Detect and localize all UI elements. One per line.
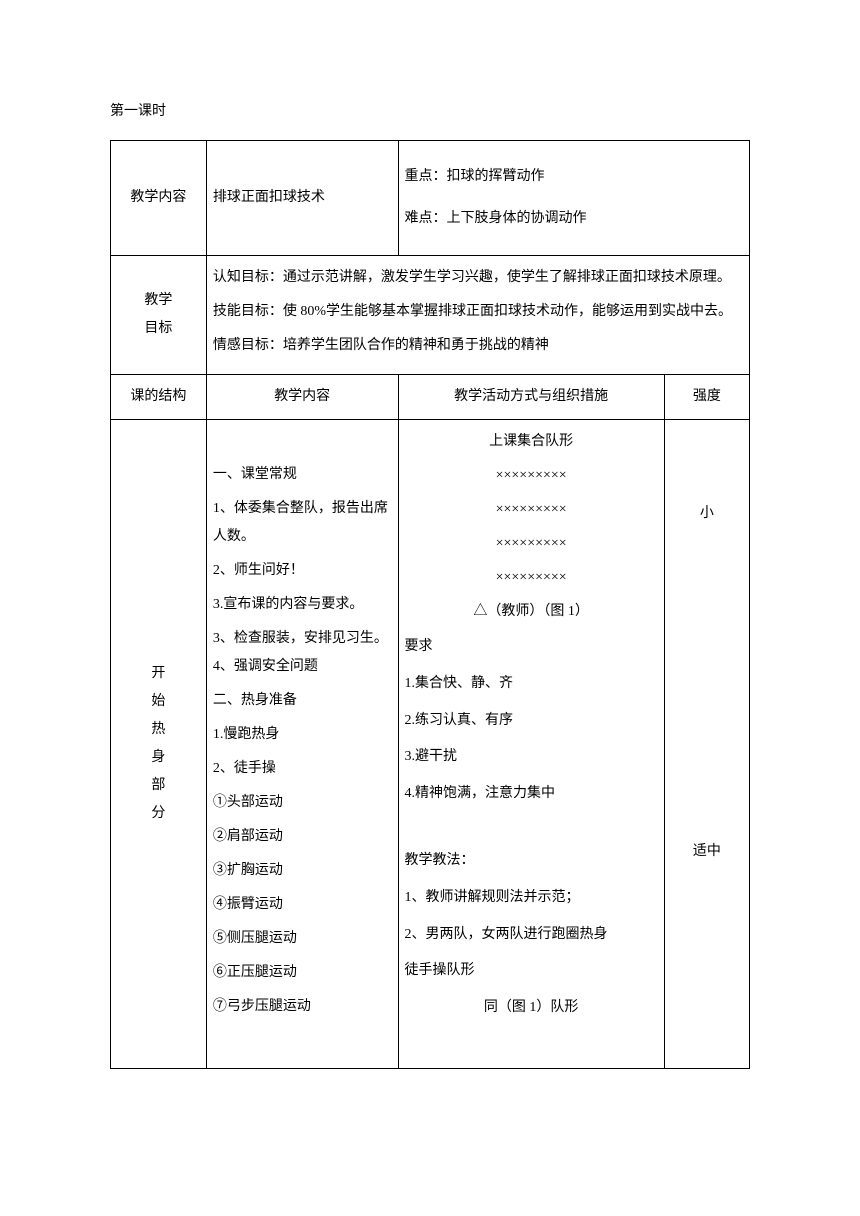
intensity-medium: 适中 [671, 838, 743, 866]
section-activity: 上课集合队形 ××××××××× ××××××××× ××××××××× ×××… [398, 420, 664, 1069]
c2-t8: 1.慢跑热身 [213, 721, 392, 749]
goal-skill: 技能目标：使 80%学生能够基本掌握排球正面扣球技术动作，能够运用到实战中去。 [213, 298, 743, 326]
requirements-block: 要求 1.集合快、静、齐 2.练习认真、有序 3.避干扰 4.精神饱满，注意力集… [405, 632, 658, 810]
c2-t16: ⑦弓步压腿运动 [213, 993, 392, 1021]
req-label: 要求 [405, 632, 658, 663]
c2-t14: ⑤侧压腿运动 [213, 925, 392, 953]
req-4: 4.精神饱满，注意力集中 [405, 779, 658, 810]
topic-cell: 排球正面扣球技术 [206, 141, 398, 256]
same-formation: 同（图 1）队形 [405, 993, 658, 1024]
formation-row3: ××××××××× [405, 530, 658, 558]
keypoints-cell: 重点：扣球的挥臂动作 难点：上下肢身体的协调动作 [398, 141, 749, 256]
c2-t12: ③扩胸运动 [213, 857, 392, 885]
label-goals: 教学 目标 [111, 256, 207, 375]
method-block: 教学教法： 1、教师讲解规则法并示范； 2、男两队，女两队进行跑圈热身 徒手操队… [405, 846, 658, 1024]
req-2: 2.练习认真、有序 [405, 706, 658, 737]
intensity-cell: 小 适中 [664, 420, 749, 1069]
lesson-title: 第一课时 [110, 100, 750, 120]
hand-exercise: 徒手操队形 [405, 956, 658, 987]
c2-t10: ①头部运动 [213, 789, 392, 817]
formation-row1: ××××××××× [405, 462, 658, 490]
method-1: 1、教师讲解规则法并示范； [405, 883, 658, 914]
goals-cell: 认知目标：通过示范讲解，激发学生学习兴趣，使学生了解排球正面扣球技术原理。 技能… [206, 256, 749, 375]
formation-block: 上课集合队形 ××××××××× ××××××××× ××××××××× ×××… [405, 428, 658, 626]
req-1: 1.集合快、静、齐 [405, 669, 658, 700]
formation-row4: ××××××××× [405, 564, 658, 592]
intensity-small: 小 [671, 500, 743, 528]
formation-title: 上课集合队形 [405, 428, 658, 456]
formation-teacher: △（教师）（图 1） [405, 598, 658, 626]
c2-t3: 2、师生问好！ [213, 557, 392, 585]
c2-t2: 1、体委集合整队，报告出席人数。 [213, 495, 392, 551]
c2-t7: 二、热身准备 [213, 687, 392, 715]
c2-t9: 2、徒手操 [213, 755, 392, 783]
label-goals-a: 教学 [117, 287, 200, 315]
header-content: 教学内容 [206, 375, 398, 420]
c2-t6: 4、强调安全问题 [213, 653, 392, 681]
label-goals-b: 目标 [117, 315, 200, 343]
c2-t4: 3.宣布课的内容与要求。 [213, 591, 392, 619]
lesson-plan-table: 教学内容 排球正面扣球技术 重点：扣球的挥臂动作 难点：上下肢身体的协调动作 教… [110, 140, 750, 1069]
header-intensity: 强度 [664, 375, 749, 420]
goal-cognitive: 认知目标：通过示范讲解，激发学生学习兴趣，使学生了解排球正面扣球技术原理。 [213, 264, 743, 292]
c2-t5: 3、检查服装，安排见习生。 [213, 625, 392, 653]
key-point: 重点：扣球的挥臂动作 [405, 163, 743, 191]
goal-emotion: 情感目标：培养学生团队合作的精神和勇于挑战的精神 [213, 332, 743, 360]
c2-t13: ④振臂运动 [213, 891, 392, 919]
req-3: 3.避干扰 [405, 742, 658, 773]
method-label: 教学教法： [405, 846, 658, 877]
header-structure: 课的结构 [111, 375, 207, 420]
section-name: 开 始 热 身 部 分 [111, 420, 207, 1069]
label-teaching-content: 教学内容 [111, 141, 207, 256]
c2-t1: 一、课堂常规 [213, 461, 392, 489]
c2-t11: ②肩部运动 [213, 823, 392, 851]
formation-row2: ××××××××× [405, 496, 658, 524]
method-2: 2、男两队，女两队进行跑圈热身 [405, 920, 658, 951]
header-activity: 教学活动方式与组织措施 [398, 375, 664, 420]
c2-t15: ⑥正压腿运动 [213, 959, 392, 987]
section-content: 一、课堂常规 1、体委集合整队，报告出席人数。 2、师生问好！ 3.宣布课的内容… [206, 420, 398, 1069]
difficulty: 难点：上下肢身体的协调动作 [405, 205, 743, 233]
